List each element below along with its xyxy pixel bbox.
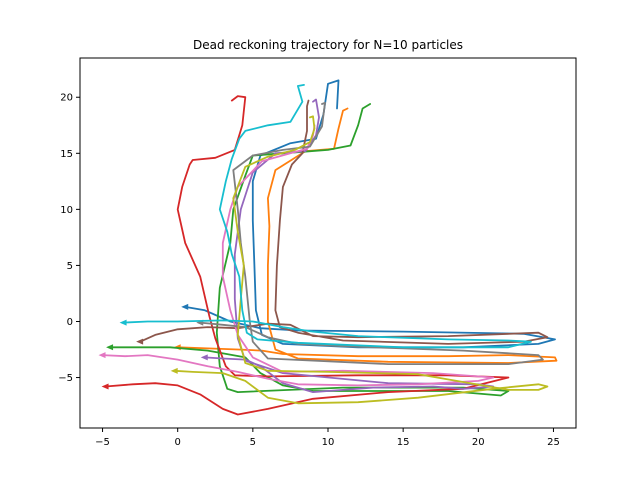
trajectory-start-marker-4 (101, 383, 109, 390)
x-tick-label: 5 (250, 437, 256, 448)
x-tick-label: −5 (95, 437, 110, 448)
chart-title: Dead reckoning trajectory for N=10 parti… (193, 38, 463, 52)
trajectory-start-marker-10 (119, 319, 127, 326)
y-tick-label: 5 (67, 261, 73, 272)
x-tick-label: 0 (175, 437, 181, 448)
y-tick-label: 15 (60, 149, 73, 160)
trajectory-start-marker-3 (106, 344, 114, 351)
trajectory-start-marker-9 (170, 367, 178, 374)
trajectory-line-4 (104, 95, 510, 416)
x-tick-label: 25 (547, 437, 560, 448)
trajectory-line-5 (203, 98, 495, 393)
x-axis: −5 0 5 10 15 20 25 (95, 428, 560, 448)
trajectory-start-marker-7 (98, 352, 106, 359)
series-layer (98, 79, 558, 416)
trajectory-line-10 (122, 84, 532, 349)
trajectory-start-marker-1 (181, 303, 189, 310)
x-tick-label: 20 (472, 437, 485, 448)
y-tick-label: −5 (58, 373, 73, 384)
trajectory-line-7 (101, 124, 495, 387)
trajectory-line-9 (173, 115, 549, 405)
x-tick-label: 15 (397, 437, 410, 448)
y-tick-label: 20 (60, 93, 73, 104)
trajectory-line-8 (199, 101, 544, 365)
x-tick-label: 10 (322, 437, 335, 448)
trajectory-start-marker-5 (200, 354, 208, 361)
y-tick-label: 10 (60, 205, 73, 216)
y-tick-label: 0 (67, 317, 73, 328)
trajectory-start-marker-6 (136, 338, 144, 345)
y-axis: −5 0 5 10 15 20 (58, 93, 80, 384)
